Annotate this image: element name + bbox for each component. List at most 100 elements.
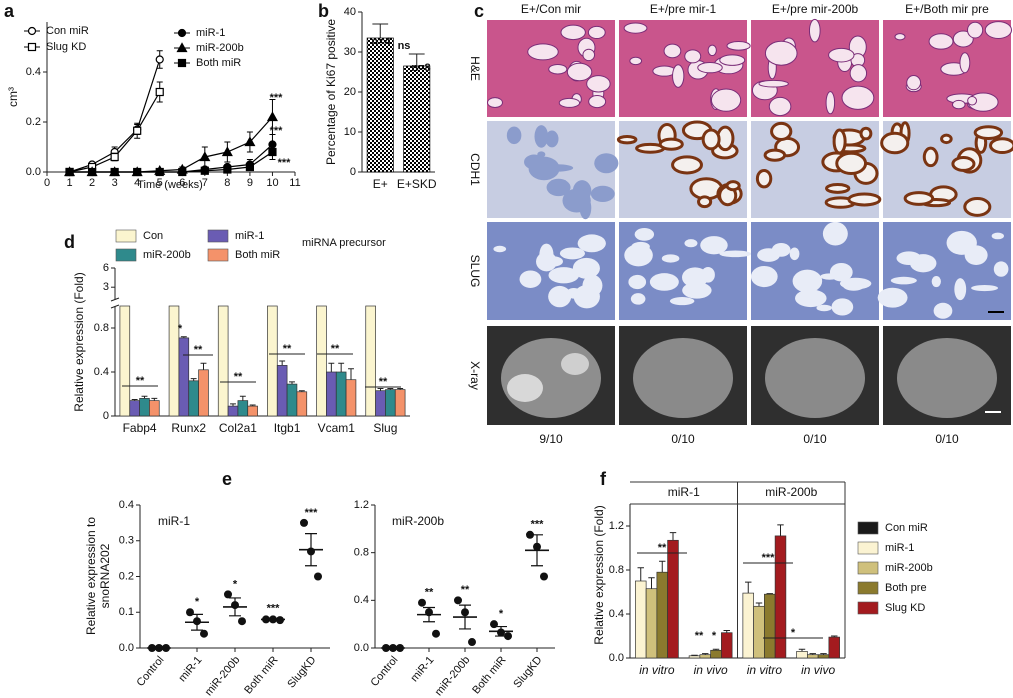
column-header: E+/Con mir (521, 2, 581, 16)
x-tick-label: 6 (179, 177, 185, 189)
texture (828, 47, 855, 63)
texture (890, 276, 917, 285)
error-bar (495, 625, 507, 637)
annotation: * (499, 608, 504, 620)
texture (896, 251, 922, 265)
column-header: E+/pre mir-1 (650, 2, 717, 16)
texture (697, 61, 723, 74)
annotation: ** (379, 376, 388, 388)
bar (385, 389, 396, 417)
annotation: ** (283, 343, 292, 355)
ratio-label: 0/10 (671, 432, 695, 446)
point (540, 572, 548, 581)
texture (973, 125, 1004, 140)
y-tick-label: 1.2 (609, 520, 624, 532)
x-tick-label: in vitro (747, 663, 783, 677)
legend-label: miR-200b (885, 562, 933, 574)
error-bar (230, 403, 236, 407)
ratio-label: 0/10 (935, 432, 959, 446)
texture (768, 96, 792, 117)
point (200, 166, 209, 175)
y-tick-label: 0.0 (609, 652, 624, 664)
texture (940, 133, 953, 145)
bar (764, 593, 776, 659)
x-tick-label: Itgb1 (274, 421, 301, 435)
point (224, 590, 232, 599)
annotation: * (195, 596, 200, 608)
row-label: SLUG (468, 255, 482, 288)
bar (365, 305, 376, 417)
error-bar (305, 533, 317, 567)
legend-swatch (207, 248, 229, 262)
texture (764, 40, 798, 66)
error-bar (372, 23, 389, 38)
texture (832, 128, 847, 155)
point (418, 598, 426, 607)
texture (971, 284, 999, 292)
bar (286, 383, 298, 417)
bar (753, 605, 765, 659)
texture (697, 195, 713, 209)
legend-marker (27, 42, 37, 52)
texture (877, 287, 908, 308)
annotation: n=4 (371, 36, 391, 48)
panel-letter: a (4, 1, 15, 21)
texture (825, 91, 836, 115)
x-tick-label: Fabp4 (123, 421, 157, 435)
error-bar (328, 362, 335, 372)
legend-title: miRNA precursor (302, 237, 386, 249)
point (268, 147, 277, 157)
annotation: *** (267, 603, 281, 615)
bar (276, 365, 288, 417)
texture (572, 257, 600, 279)
texture (545, 130, 559, 148)
legend-label: Both miR (235, 249, 280, 261)
error-bar (659, 560, 666, 573)
column-header: E+/pre mir-200b (772, 2, 859, 16)
texture (928, 33, 954, 50)
error-bar (637, 567, 644, 581)
annotation: ** (695, 630, 704, 642)
group-label: miR-200b (765, 485, 817, 499)
bar (774, 535, 787, 659)
row-label: H&E (468, 56, 482, 81)
bar (178, 337, 190, 417)
annotation: ns (398, 40, 411, 52)
texture (710, 88, 742, 112)
texture (954, 278, 967, 301)
bar (119, 305, 131, 417)
texture (616, 134, 638, 145)
texture (527, 43, 559, 61)
point (110, 152, 119, 162)
texture (822, 221, 848, 246)
y-tick-label: 6 (103, 262, 109, 274)
x-tick-label: 5 (157, 177, 163, 189)
texture (585, 288, 599, 305)
texture (558, 97, 581, 108)
texture (548, 63, 568, 75)
point (526, 530, 534, 539)
y-tick-label: 40 (344, 6, 356, 18)
bar (335, 371, 347, 417)
texture (841, 85, 875, 110)
y-tick-label: 0.4 (26, 66, 41, 78)
texture (628, 274, 647, 290)
legend-label: Con miR (46, 25, 89, 37)
y-tick-label: 0 (350, 166, 356, 178)
bar (667, 539, 679, 659)
legend-label: Con miR (885, 522, 928, 534)
texture (993, 261, 1009, 277)
error-bar (200, 362, 207, 370)
ratio-label: 9/10 (539, 432, 563, 446)
x-tick-label: Vcam1 (318, 421, 356, 435)
point (223, 165, 232, 174)
texture (594, 153, 619, 174)
texture (487, 97, 503, 108)
bar (247, 405, 258, 417)
y-axis-label: cm³ (6, 87, 20, 107)
xray-specimen (765, 338, 865, 418)
chart-title: miR-1 (158, 514, 190, 528)
x-tick-label: 8 (224, 177, 230, 189)
texture (770, 121, 793, 141)
texture (672, 64, 685, 88)
